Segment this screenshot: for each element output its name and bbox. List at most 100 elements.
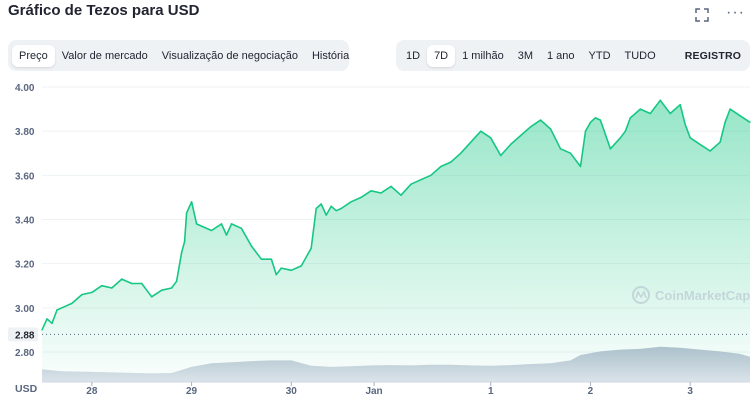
price-point: [529, 126, 532, 128]
y-axis: 2.80 3.00 3.20 3.40 3.60 3.80 4.00: [15, 83, 35, 359]
price-point: [480, 130, 482, 132]
watermark-text: CoinMarketCap: [655, 288, 750, 303]
price-point: [220, 223, 223, 225]
coinmarketcap-watermark: CoinMarketCap: [632, 286, 750, 304]
range-1y[interactable]: 1 ano: [546, 49, 575, 62]
price-point: [275, 274, 277, 276]
price-point: [669, 112, 671, 115]
price-point: [510, 143, 512, 146]
tab-market-cap[interactable]: Valor de mercado: [61, 49, 148, 62]
log-scale-button[interactable]: REGISTRO: [684, 49, 742, 62]
price-point: [185, 212, 188, 214]
y-tick-label: 3.40: [15, 216, 35, 227]
price-point: [430, 174, 432, 176]
price-area: [42, 100, 750, 383]
more-options-icon[interactable]: ···: [726, 4, 745, 21]
x-tick-label: Jan: [365, 386, 382, 397]
price-point: [569, 152, 572, 154]
price-point: [584, 130, 587, 132]
price-point: [330, 205, 332, 207]
range-1d[interactable]: 1D: [406, 49, 421, 62]
price-point: [440, 165, 442, 168]
price-point: [594, 117, 597, 119]
area-layer: [41, 99, 751, 383]
price-point: [41, 329, 43, 331]
price-point: [260, 258, 263, 260]
y-tick-label: 3.20: [15, 260, 35, 271]
price-point: [460, 152, 462, 154]
price-point: [539, 119, 542, 121]
price-point: [161, 289, 163, 291]
x-tick-label: 2: [588, 386, 594, 397]
price-point: [559, 148, 562, 150]
price-point: [300, 265, 302, 267]
x-tick-label: 28: [86, 386, 98, 397]
tab-history[interactable]: História: [311, 49, 350, 62]
x-axis: 28 29 30 Jan 1 2 3: [42, 381, 750, 397]
tab-price[interactable]: Preço: [12, 44, 55, 67]
price-point: [320, 203, 322, 205]
price-point: [390, 185, 392, 188]
price-point: [470, 141, 472, 143]
price-point: [325, 214, 327, 216]
open-price-label: 2.88: [15, 330, 35, 341]
range-3m[interactable]: 3M: [517, 49, 533, 62]
price-point: [639, 108, 641, 110]
price-point: [190, 201, 193, 203]
price-point: [410, 183, 412, 185]
price-point: [200, 225, 203, 227]
price-point: [183, 240, 186, 243]
tab-trading-view[interactable]: Visualização de negociação: [161, 49, 298, 62]
price-point: [195, 223, 198, 225]
open-price-badge: 2.88: [8, 327, 38, 342]
price-point: [589, 121, 592, 124]
price-point: [519, 134, 522, 137]
range-ytd[interactable]: YTD: [588, 49, 611, 62]
price-point: [131, 282, 133, 285]
price-point: [225, 234, 228, 236]
x-tick-label: 29: [186, 386, 198, 397]
price-point: [280, 267, 282, 269]
price-point: [420, 179, 422, 181]
range-all[interactable]: TUDO: [624, 49, 656, 62]
x-tick-label: 30: [286, 386, 298, 397]
price-point: [250, 245, 253, 247]
price-point: [121, 278, 123, 280]
fullscreen-icon[interactable]: [694, 7, 710, 23]
price-line: [41, 99, 751, 331]
price-point: [624, 130, 627, 132]
price-point: [91, 291, 93, 294]
price-point: [599, 119, 602, 121]
price-point: [350, 201, 352, 203]
price-point: [400, 194, 402, 196]
price-point: [111, 287, 113, 289]
price-point: [739, 115, 741, 117]
price-point: [579, 165, 582, 168]
price-point: [619, 137, 622, 139]
price-point: [210, 229, 213, 232]
time-range-selector: 1D 7D 1 milhão 3M 1 ano YTD TUDO REGISTR…: [396, 40, 750, 71]
price-point: [679, 104, 681, 106]
price-point: [71, 302, 73, 305]
price-point: [61, 307, 63, 309]
y-tick-label: 2.80: [15, 348, 35, 359]
range-7d[interactable]: 7D: [427, 44, 456, 67]
x-tick-label: 1: [488, 386, 494, 397]
range-1m[interactable]: 1 milhão: [462, 49, 504, 62]
price-point: [629, 117, 631, 119]
price-point: [689, 137, 691, 139]
page-title: Gráfico de Tezos para USD: [8, 2, 200, 19]
price-point: [310, 247, 312, 249]
price-point: [240, 227, 243, 229]
y-axis-unit: USD: [15, 383, 38, 395]
price-point: [659, 99, 661, 102]
price-point: [649, 112, 651, 115]
price-point: [51, 322, 53, 324]
x-tick-label: 3: [687, 386, 693, 397]
price-point: [230, 223, 233, 225]
price-point: [684, 123, 686, 126]
price-point: [450, 161, 452, 163]
price-point: [370, 190, 372, 192]
price-point: [500, 154, 502, 157]
